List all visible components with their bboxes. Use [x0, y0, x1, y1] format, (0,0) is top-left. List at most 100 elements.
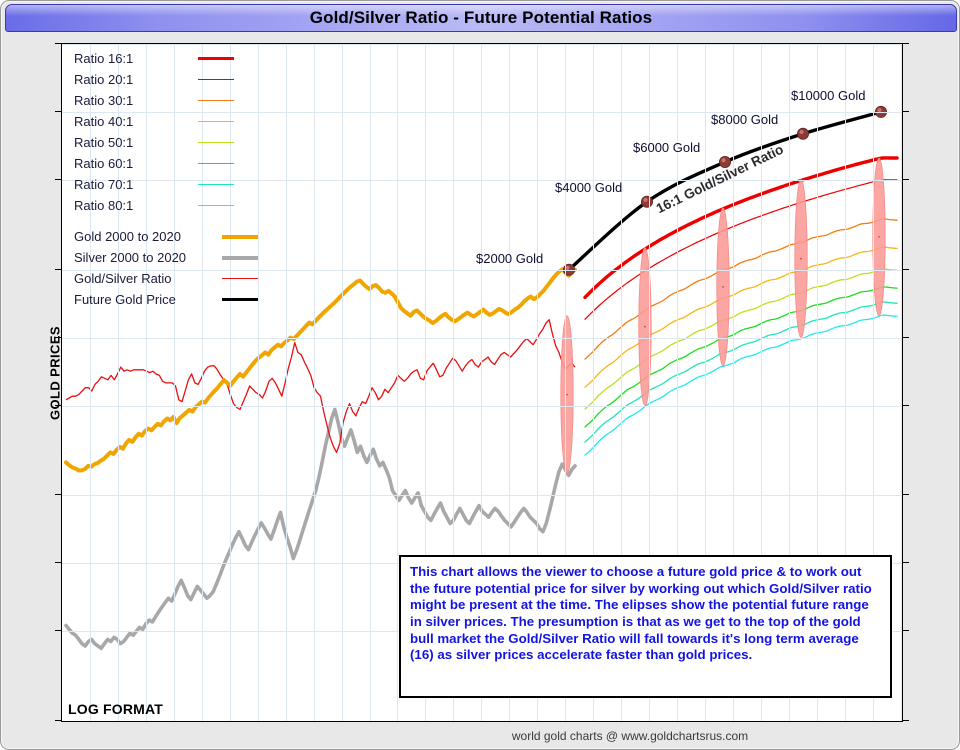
legend-item-label: Silver 2000 to 2020 — [74, 250, 187, 265]
gold-price-marker — [719, 156, 732, 169]
legend-item-label: Future Gold Price — [74, 292, 176, 307]
legend-color-swatch — [198, 142, 234, 143]
legend-item: Ratio 20:1 — [74, 69, 258, 90]
gold-price-callout: $4000 Gold — [555, 179, 623, 195]
log-format-note: LOG FORMAT — [68, 701, 164, 717]
gridline-vertical — [229, 44, 231, 721]
gridline-vertical — [118, 44, 119, 721]
gold-price-marker — [641, 195, 654, 208]
legend-item-label: Ratio 30:1 — [74, 93, 134, 108]
gridline-vertical — [621, 44, 622, 721]
legend-item-label: Ratio 70:1 — [74, 177, 134, 192]
gold-price-callout: $6000 Gold — [633, 139, 701, 155]
legend-item-label: Ratio 16:1 — [74, 51, 134, 66]
axis-tick-mark — [903, 630, 909, 632]
gridline-vertical — [816, 44, 818, 721]
gridline-vertical — [285, 44, 287, 721]
gridline-vertical — [145, 44, 147, 721]
explanation-text: This chart allows the viewer to choose a… — [410, 564, 872, 663]
legend-item: Ratio 16:1 — [74, 48, 258, 69]
axis-tick-mark — [903, 404, 909, 406]
gridline-vertical — [704, 44, 706, 721]
legend-item: Ratio 50:1 — [74, 132, 258, 153]
legend-item: Ratio 40:1 — [74, 111, 258, 132]
legend-color-swatch — [198, 205, 234, 206]
axis-tick-mark — [55, 336, 61, 338]
silver-range-ellipse — [560, 315, 574, 474]
gridline-vertical — [677, 44, 678, 721]
legend-item-label: Ratio 20:1 — [74, 72, 134, 87]
axis-tick-mark — [903, 43, 909, 44]
chart-plot-area: 16:1 Gold/Silver Ratio $2000 Gold $4000 G… — [48, 43, 909, 722]
axis-tick-mark — [55, 494, 61, 496]
gridline-vertical — [369, 44, 371, 721]
axis-tick-mark — [903, 336, 909, 338]
legend-item-label: Gold/Silver Ratio — [74, 271, 172, 286]
axis-tick-mark — [55, 404, 61, 406]
gridline-vertical — [397, 44, 399, 721]
axis-tick-mark — [55, 43, 61, 44]
legend-item-label: Ratio 60:1 — [74, 156, 134, 171]
axis-tick-mark — [903, 720, 909, 721]
gold-price-callout: $8000 Gold — [711, 111, 779, 127]
legend-item-label: Gold 2000 to 2020 — [74, 229, 181, 244]
gridline-vertical — [537, 44, 539, 721]
axis-tick-mark — [55, 110, 61, 112]
gridline-vertical — [509, 44, 511, 721]
axis-tick-mark — [903, 562, 909, 564]
gridline-vertical — [900, 44, 902, 721]
gridline-vertical — [425, 44, 427, 721]
legend-item: Silver 2000 to 2020 — [74, 247, 258, 268]
legend-color-swatch — [198, 57, 234, 60]
gridline-vertical — [760, 44, 762, 721]
axis-tick-mark — [55, 562, 61, 564]
page-title: Gold/Silver Ratio - Future Potential Rat… — [309, 8, 653, 27]
gridline-vertical — [565, 44, 567, 721]
legend-color-swatch — [198, 163, 234, 164]
legend-color-swatch — [222, 234, 258, 239]
legend-item: Ratio 60:1 — [74, 153, 258, 174]
axis-tick-mark — [55, 720, 61, 721]
gridline-vertical — [872, 44, 874, 721]
silver-range-ellipse — [716, 207, 730, 367]
axis-tick-mark — [903, 178, 909, 180]
gridline-vertical — [844, 44, 846, 721]
legend-item: Gold/Silver Ratio — [74, 268, 258, 289]
axis-tick-mark — [903, 268, 909, 270]
legend-color-swatch — [222, 255, 258, 260]
legend-item: Ratio 30:1 — [74, 90, 258, 111]
gridline-vertical — [593, 44, 595, 721]
gridline-vertical — [788, 44, 790, 721]
axis-tick-mark — [55, 630, 61, 632]
legend-item-label: Ratio 50:1 — [74, 135, 134, 150]
gridline-vertical — [649, 44, 650, 721]
silver-range-ellipse — [794, 179, 808, 338]
gold-price-marker — [797, 127, 810, 140]
legend-item: Ratio 70:1 — [74, 174, 258, 195]
axis-tick-mark — [903, 110, 909, 112]
gold-price-callout: $2000 Gold — [476, 250, 544, 266]
gridline-vertical — [90, 44, 91, 721]
ratio-fan-line-70-to-1 — [584, 301, 898, 443]
ratio-fan-line-40-to-1 — [584, 246, 898, 388]
legend-color-swatch — [198, 184, 234, 185]
series-gold-historical — [64, 267, 577, 473]
legend-item: Gold 2000 to 2020 — [74, 226, 258, 247]
gridline-vertical — [453, 44, 455, 721]
legend-color-swatch — [198, 100, 234, 101]
legend-item-label: Ratio 40:1 — [74, 114, 134, 129]
axis-tick-mark — [903, 494, 909, 496]
gridline-vertical — [732, 44, 734, 721]
series-silver-historical — [64, 407, 577, 651]
legend-color-swatch — [222, 278, 258, 279]
gridline-vertical — [341, 44, 343, 721]
gridline-vertical — [257, 44, 259, 721]
gridline-vertical — [201, 44, 203, 721]
gridline-vertical — [173, 44, 175, 721]
legend-divider — [74, 216, 258, 226]
explanation-box: This chart allows the viewer to choose a… — [399, 555, 892, 698]
footer: world gold charts @ www.goldchartsrus.co… — [1, 729, 959, 743]
legend-color-swatch — [198, 121, 234, 122]
legend-color-swatch — [222, 298, 258, 301]
